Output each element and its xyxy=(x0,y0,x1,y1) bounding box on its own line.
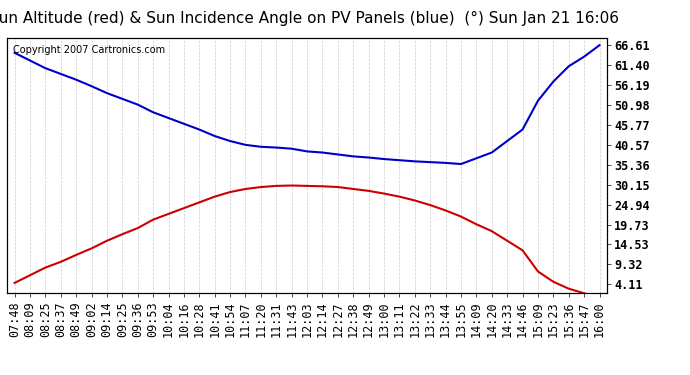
Text: Sun Altitude (red) & Sun Incidence Angle on PV Panels (blue)  (°) Sun Jan 21 16:: Sun Altitude (red) & Sun Incidence Angle… xyxy=(0,11,619,26)
Text: Copyright 2007 Cartronics.com: Copyright 2007 Cartronics.com xyxy=(13,45,165,55)
